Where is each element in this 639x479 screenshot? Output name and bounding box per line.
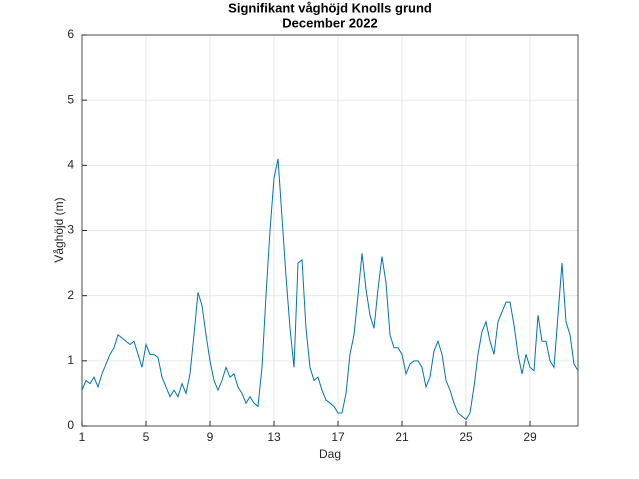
plot-frame [81, 34, 579, 427]
y-axis-label: Våghöjd (m) [52, 197, 66, 262]
y-tick-label: 6 [67, 27, 74, 41]
x-tick-label: 25 [459, 430, 473, 444]
chart-title: Signifikant våghöjd Knolls grund [228, 0, 432, 15]
x-tick-label: 5 [143, 430, 150, 444]
y-tick-label: 4 [67, 158, 74, 172]
x-axis-label: Dag [319, 447, 341, 461]
y-tick-label: 0 [67, 418, 74, 432]
data-line [81, 158, 579, 421]
x-tick-label: 9 [207, 430, 214, 444]
x-tick-label: 21 [395, 430, 409, 444]
chart-subtitle: December 2022 [282, 15, 377, 30]
x-tick-label: 29 [523, 430, 537, 444]
y-tick-label: 2 [67, 288, 74, 302]
y-tick-label: 1 [67, 353, 74, 367]
x-tick-label: 17 [331, 430, 345, 444]
y-tick-label: 5 [67, 92, 74, 106]
x-tick-label: 1 [79, 430, 86, 444]
x-tick-label: 13 [267, 430, 281, 444]
y-tick-label: 3 [67, 223, 74, 237]
